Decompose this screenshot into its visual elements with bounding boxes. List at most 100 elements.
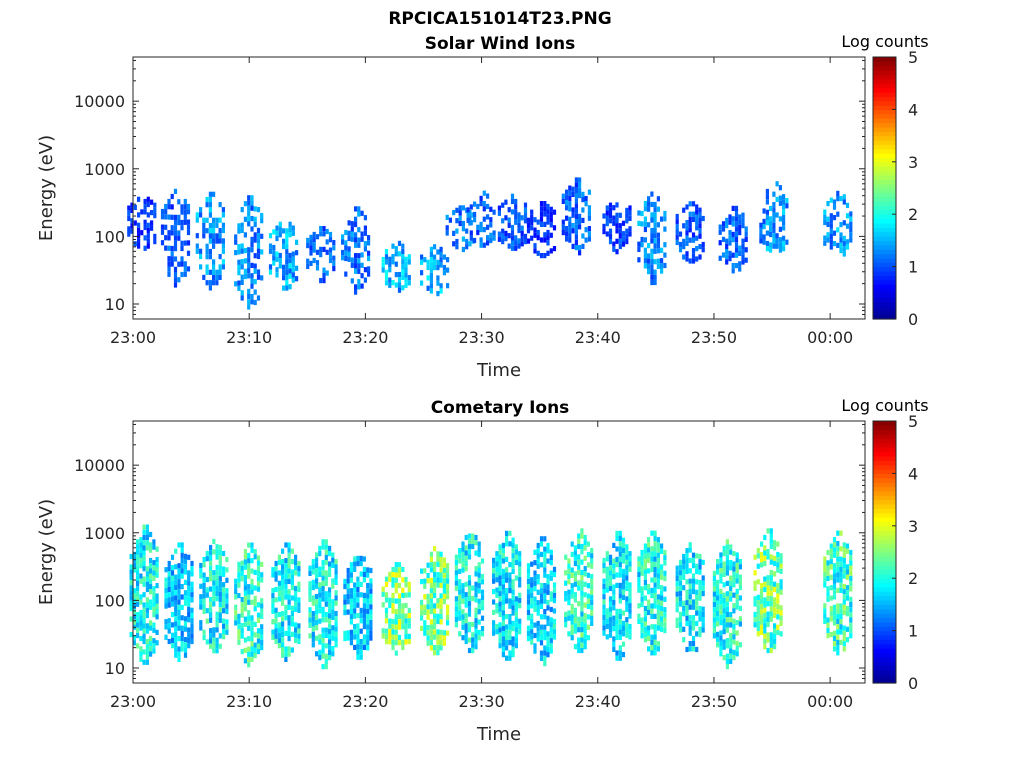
heatmap-cell — [173, 225, 178, 231]
heatmap-cell — [511, 563, 515, 569]
heatmap-cell — [495, 551, 499, 557]
heatmap-cell — [479, 221, 483, 227]
heatmap-cell — [492, 625, 496, 631]
heatmap-cell — [436, 577, 440, 583]
heatmap-cell — [369, 588, 373, 594]
heatmap-cell — [571, 191, 575, 197]
heatmap-cell — [328, 561, 332, 567]
heatmap-cell — [498, 622, 502, 628]
colorbar-swatch — [873, 253, 896, 259]
heatmap-cell — [482, 227, 486, 233]
heatmap-cell — [177, 235, 181, 241]
heatmap-cell — [284, 594, 288, 600]
heatmap-cell — [511, 620, 515, 626]
heatmap-cell — [253, 595, 257, 601]
heatmap-cell — [243, 647, 247, 653]
heatmap-cell — [725, 664, 729, 670]
heatmap-cell — [650, 264, 654, 270]
data-cells-solar-wind — [127, 177, 853, 310]
heatmap-cell — [274, 571, 278, 577]
heatmap-cell — [237, 572, 241, 578]
heatmap-cell — [180, 563, 184, 569]
heatmap-cell — [137, 212, 141, 218]
heatmap-cell — [173, 230, 178, 236]
heatmap-cell — [698, 616, 702, 622]
heatmap-cell — [311, 585, 315, 591]
colorbar-swatch — [873, 600, 896, 605]
heatmap-cell — [685, 240, 689, 246]
heatmap-cell — [698, 254, 702, 260]
heatmap-cell — [568, 185, 572, 191]
heatmap-cell — [215, 627, 219, 633]
heatmap-cell — [356, 654, 360, 660]
heatmap-cell — [660, 611, 664, 617]
heatmap-cell — [401, 259, 405, 265]
heatmap-cell — [647, 542, 651, 548]
heatmap-cell — [167, 256, 171, 262]
heatmap-cell — [836, 551, 840, 557]
heatmap-cell — [501, 615, 505, 621]
heatmap-cell — [331, 552, 335, 558]
heatmap-cell — [663, 216, 667, 222]
heatmap-cell — [526, 222, 531, 229]
heatmap-cell — [143, 204, 147, 210]
heatmap-cell — [842, 241, 846, 247]
colorbar-swatch — [873, 135, 896, 141]
heatmap-cell — [384, 576, 389, 582]
heatmap-cell — [505, 645, 509, 651]
heatmap-cell — [218, 607, 222, 613]
heatmap-cell — [218, 217, 222, 223]
heatmap-cell — [839, 629, 843, 635]
heatmap-cell — [331, 583, 335, 589]
colorbar-swatch — [873, 231, 896, 237]
heatmap-cell — [433, 613, 437, 619]
heatmap-cell — [549, 217, 553, 223]
heatmap-cell — [580, 647, 584, 654]
heatmap-cell — [136, 565, 140, 571]
heatmap-cell — [773, 607, 777, 613]
heatmap-cell — [580, 590, 584, 596]
heatmap-cell — [160, 214, 165, 220]
heatmap-cell — [420, 615, 424, 621]
heatmap-cell — [277, 622, 281, 628]
heatmap-cell — [367, 235, 371, 241]
heatmap-cell — [518, 556, 522, 562]
colorbar-swatch — [873, 543, 896, 549]
heatmap-cell — [250, 294, 254, 300]
heatmap-cell — [826, 596, 830, 602]
heatmap-cell — [643, 574, 647, 580]
heatmap-cell — [359, 571, 363, 577]
heatmap-cell — [142, 612, 146, 619]
heatmap-cell — [832, 620, 837, 626]
colorbar-swatch — [873, 244, 896, 250]
heatmap-cell — [507, 217, 511, 223]
heatmap-cell — [442, 264, 446, 271]
heatmap-cell — [150, 210, 154, 216]
heatmap-cell — [729, 622, 733, 628]
heatmap-cell — [250, 630, 254, 637]
heatmap-cell — [180, 209, 184, 215]
heatmap-cell — [732, 551, 736, 557]
heatmap-cell — [205, 587, 209, 593]
heatmap-cell — [167, 571, 171, 577]
heatmap-cell — [712, 622, 716, 628]
heatmap-cell — [356, 587, 360, 593]
heatmap-cell — [133, 204, 137, 210]
heatmap-cell — [177, 261, 181, 267]
heatmap-cell — [543, 221, 547, 227]
heatmap-cell — [274, 612, 278, 619]
heatmap-cell — [290, 559, 294, 565]
heatmap-cell — [842, 542, 846, 548]
heatmap-cell — [660, 626, 664, 632]
heatmap-cell — [539, 640, 544, 646]
heatmap-cell — [167, 214, 171, 220]
heatmap-cell — [688, 578, 692, 584]
heatmap-cell — [656, 237, 660, 243]
heatmap-cell — [836, 650, 840, 656]
heatmap-cell — [237, 582, 241, 588]
heatmap-cell — [174, 652, 178, 658]
heatmap-cell — [573, 618, 577, 624]
heatmap-cell — [136, 643, 140, 649]
heatmap-cell — [237, 223, 241, 229]
heatmap-cell — [842, 646, 846, 652]
